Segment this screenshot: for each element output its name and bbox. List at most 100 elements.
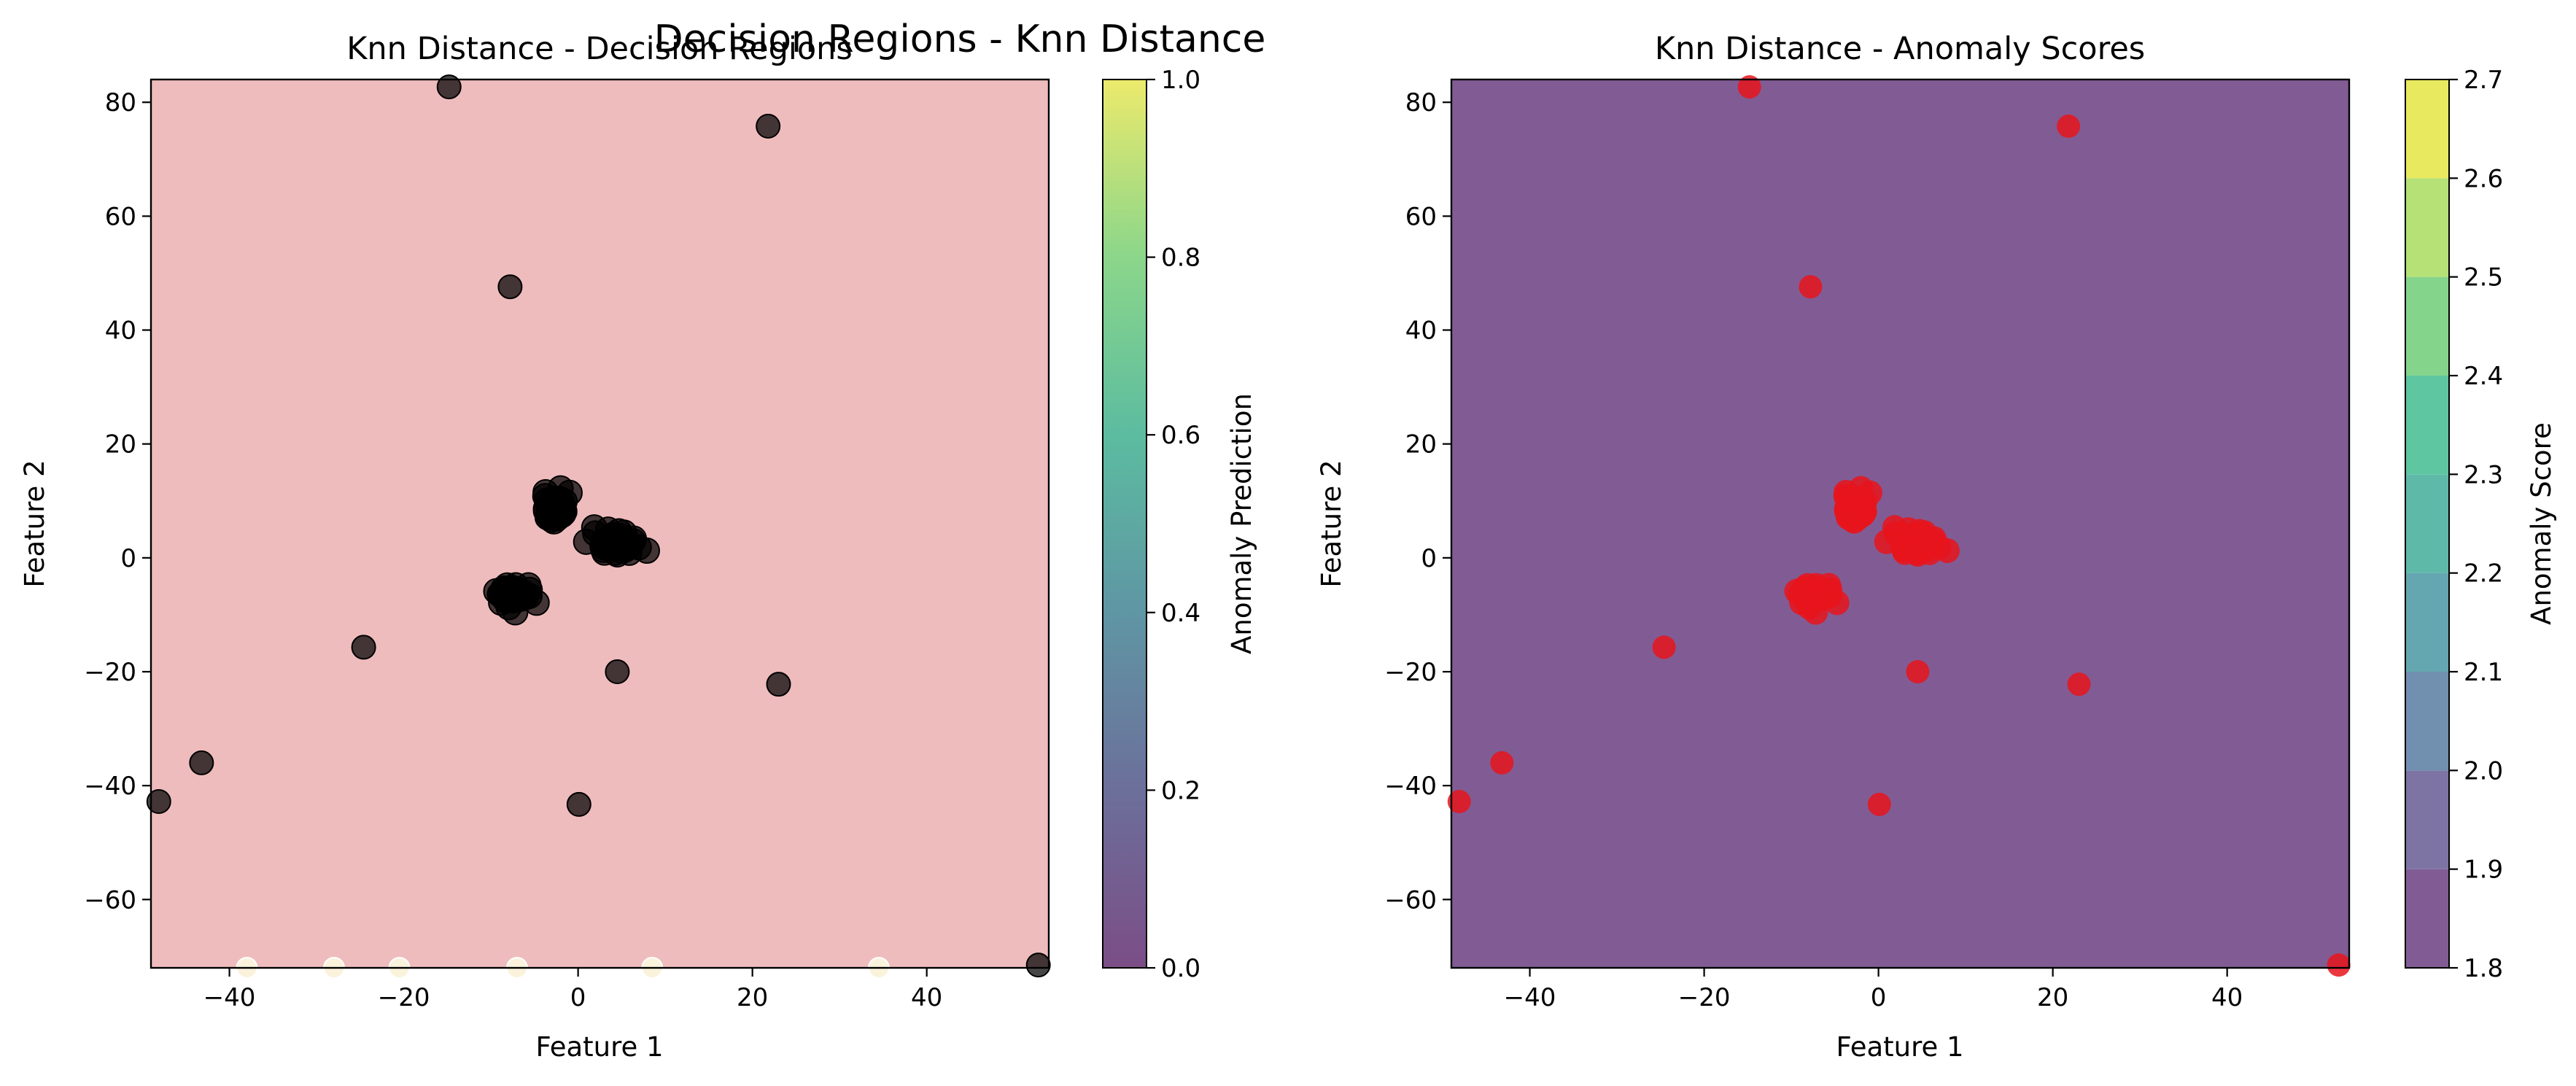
cluster-point (1798, 583, 1823, 608)
x-axis-label: Feature 1 (1836, 1031, 1963, 1063)
cluster-point (633, 537, 660, 564)
colorbar-label: Anomaly Score (2526, 422, 2557, 625)
colorbar-band (2405, 178, 2449, 277)
cluster-point (1851, 494, 1877, 520)
axis-ticks: −40 −20 0 20 40 −60 −40 −20 0 20 40 60 80 (84, 88, 942, 1012)
data-point (1867, 792, 1891, 816)
y-tick-label: 0 (1421, 544, 1437, 573)
colorbar-tick-label: 1.0 (1161, 66, 1200, 95)
y-tick-label: 40 (1405, 317, 1437, 346)
y-tick-label: −20 (84, 658, 136, 687)
colorbar-band (2405, 869, 2449, 968)
colorbar-tick-label: 0.8 (1161, 244, 1200, 273)
x-tick-label: −40 (1504, 983, 1556, 1012)
colorbar-tick-label: 1.9 (2464, 856, 2503, 885)
y-tick-label: −40 (1384, 772, 1437, 801)
colorbar-band (2405, 276, 2449, 376)
colorbar-ticks: 1.8 1.9 2.0 2.1 2.2 2.3 2.4 2.5 2.6 2.7 (2449, 66, 2503, 983)
data-point (1447, 790, 1471, 814)
x-tick-label: 40 (2211, 983, 2243, 1012)
y-tick-label: −60 (84, 885, 136, 915)
y-tick-label: 0 (120, 544, 136, 573)
colorbar-band (2405, 672, 2449, 771)
y-tick-label: −20 (1384, 658, 1437, 687)
colorbar-tick-label: 0.0 (1161, 954, 1200, 983)
data-point (1490, 750, 1514, 775)
colorbar-band (2405, 79, 2449, 179)
colorbar-tick-label: 2.5 (2464, 263, 2503, 292)
y-tick-label: 80 (105, 88, 136, 117)
colorbar-tick-label: 2.1 (2464, 658, 2503, 687)
x-tick-label: 40 (911, 983, 942, 1012)
x-tick-label: −20 (1678, 983, 1731, 1012)
colorbar-tick-label: 0.6 (1161, 421, 1200, 450)
y-tick-label: −60 (1384, 885, 1437, 915)
colorbar-band (2405, 376, 2449, 475)
colorbar-tick-label: 2.2 (2464, 559, 2503, 589)
data-point (2327, 953, 2351, 977)
data-point (2057, 115, 2081, 139)
x-tick-label: 0 (1871, 983, 1887, 1012)
colorbar-gradient (1102, 79, 1147, 969)
colorbar-tick-label: 0.4 (1161, 599, 1200, 628)
y-tick-label: −40 (84, 772, 136, 801)
cluster-point (550, 494, 577, 521)
data-point (1906, 660, 1930, 683)
colorbar-tick-label: 2.0 (2464, 756, 2503, 786)
colorbar-tick-label: 1.8 (2464, 954, 2503, 983)
data-points (146, 74, 1051, 978)
colorbar-prediction: 0.0 0.2 0.4 0.6 0.8 1.0 Anomaly Prediction (1102, 66, 1257, 983)
x-tick-label: 20 (737, 983, 768, 1012)
data-point (497, 274, 523, 300)
y-tick-label: 40 (105, 317, 136, 346)
data-point (756, 114, 781, 139)
axis-ticks: −40 −20 0 20 40 −60 −40 −20 0 20 40 60 80 (1384, 88, 2243, 1012)
data-point (2067, 672, 2091, 697)
data-points (1447, 75, 2351, 977)
colorbar-band (2405, 573, 2449, 672)
colorbar-tick-label: 2.6 (2464, 164, 2503, 193)
colorbar-bands (2405, 79, 2449, 968)
y-tick-label: 20 (1405, 430, 1437, 459)
cluster-points (483, 475, 660, 626)
colorbar-tick-label: 0.2 (1161, 776, 1200, 805)
data-point (351, 635, 376, 660)
panel-decision-regions: Knn Distance - Decision Regions −40 −20 0 2… (19, 31, 1051, 1063)
figure-suptitle: Decision Regions - Knn Distance (654, 18, 1266, 61)
y-axis-label: Feature 2 (1316, 459, 1347, 587)
x-tick-label: 0 (570, 983, 586, 1012)
colorbar-label: Anomaly Prediction (1226, 393, 1257, 654)
y-tick-label: 60 (1405, 202, 1437, 231)
colorbar-tick-label: 2.7 (2464, 66, 2503, 95)
data-point (1652, 635, 1676, 659)
x-tick-label: −20 (378, 983, 430, 1012)
y-axis-label: Feature 2 (19, 459, 50, 587)
data-point (766, 672, 791, 697)
x-axis-label: Feature 1 (535, 1031, 663, 1063)
colorbar-frame (2405, 79, 2450, 969)
data-point (566, 791, 591, 817)
cluster-point (589, 532, 616, 559)
colorbar-band (2405, 474, 2449, 573)
data-point (605, 659, 630, 684)
data-point (1799, 275, 1823, 299)
panel-anomaly-scores: Knn Distance - Anomaly Scores −40 −20 0 20 4… (1316, 31, 2351, 1063)
panel-title: Knn Distance - Anomaly Scores (1655, 31, 2145, 67)
colorbar-band (2405, 770, 2449, 869)
plot-frame (1450, 78, 2351, 969)
x-tick-label: 20 (2037, 983, 2068, 1012)
y-tick-label: 20 (105, 430, 136, 459)
cluster-point (1890, 532, 1916, 558)
panel-title: Knn Distance - Decision Regions (346, 31, 853, 67)
colorbar-score: 1.8 1.9 2.0 2.1 2.2 2.3 2.4 2.5 2.6 2.7 Anomaly S… (2405, 66, 2557, 983)
data-point (146, 789, 171, 815)
y-tick-label: 80 (1405, 88, 1437, 117)
cluster-point (1934, 538, 1960, 563)
data-point (1737, 75, 1761, 99)
plot-frame (150, 78, 1050, 969)
colorbar-ticks: 0.0 0.2 0.4 0.6 0.8 1.0 (1147, 66, 1200, 983)
colorbar-tick-label: 2.3 (2464, 460, 2503, 489)
x-tick-label: −40 (203, 983, 256, 1012)
data-point (436, 74, 462, 100)
